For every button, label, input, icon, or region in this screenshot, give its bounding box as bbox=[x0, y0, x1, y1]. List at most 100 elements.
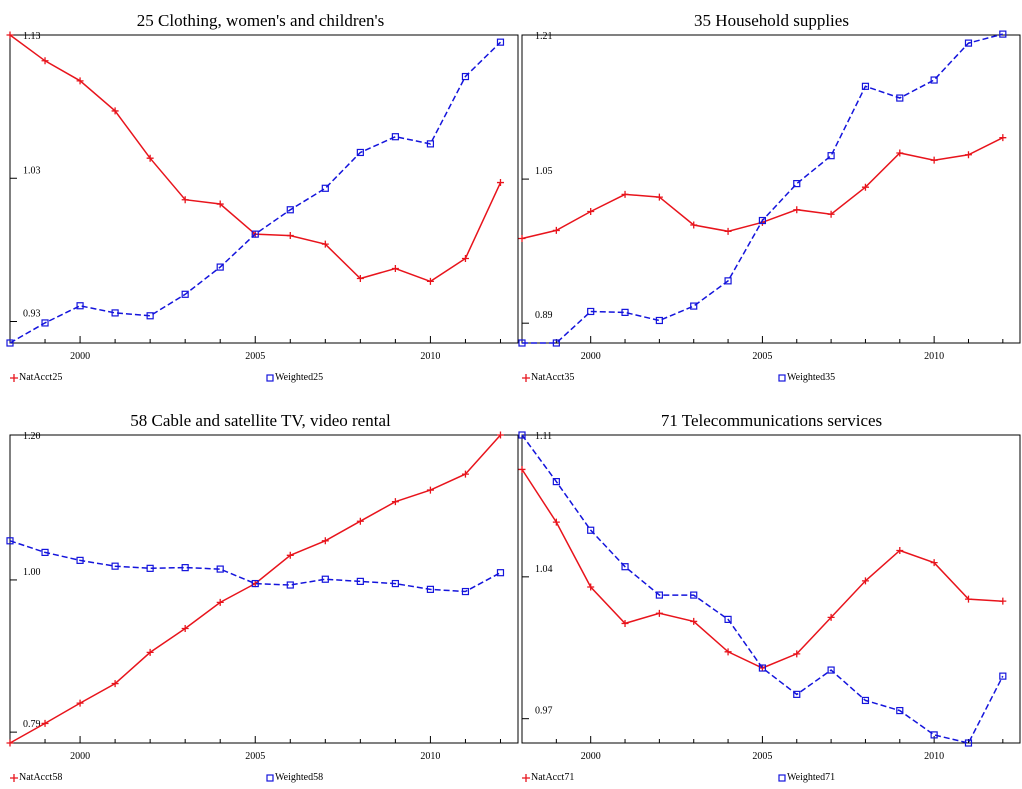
data-point bbox=[286, 232, 294, 240]
x-tick-label: 2010 bbox=[924, 351, 944, 362]
data-point bbox=[999, 672, 1007, 680]
data-point bbox=[181, 624, 189, 632]
data-point bbox=[758, 664, 766, 672]
data-point bbox=[146, 648, 154, 656]
legend-entry: Weighted58 bbox=[266, 772, 323, 783]
x-tick-label: 2000 bbox=[581, 751, 601, 762]
x-tick-label: 2010 bbox=[420, 351, 440, 362]
data-point bbox=[930, 559, 938, 567]
legend-marker bbox=[778, 374, 786, 382]
data-point bbox=[655, 193, 663, 201]
data-point bbox=[827, 210, 835, 218]
data-point bbox=[356, 517, 364, 525]
data-point bbox=[827, 666, 835, 674]
data-point bbox=[861, 82, 870, 90]
y-tick-label: 1.05 bbox=[535, 166, 553, 177]
data-point bbox=[621, 190, 629, 198]
data-point bbox=[690, 617, 698, 625]
legend-label: Weighted25 bbox=[275, 372, 323, 383]
data-point bbox=[426, 140, 435, 148]
data-point bbox=[461, 470, 469, 478]
data-point bbox=[930, 156, 938, 164]
data-point bbox=[216, 200, 224, 208]
data-point bbox=[793, 690, 801, 698]
series-Weighted58 bbox=[6, 537, 505, 596]
data-point bbox=[76, 556, 84, 564]
data-point bbox=[181, 564, 189, 572]
series-line bbox=[521, 434, 1004, 744]
data-point bbox=[964, 739, 973, 747]
data-point bbox=[111, 680, 119, 688]
chart-title: 71 Telecommunications services bbox=[661, 411, 882, 430]
legend-label: Weighted58 bbox=[275, 772, 323, 783]
data-point bbox=[896, 149, 904, 157]
data-point bbox=[41, 548, 49, 557]
data-point bbox=[426, 486, 434, 494]
data-point bbox=[251, 230, 259, 238]
data-point bbox=[724, 615, 732, 623]
data-point bbox=[793, 650, 801, 658]
data-point bbox=[518, 235, 526, 243]
data-point bbox=[111, 309, 119, 317]
data-point bbox=[896, 547, 904, 554]
data-point bbox=[930, 76, 938, 84]
series-line bbox=[521, 468, 1003, 669]
data-point bbox=[426, 277, 434, 285]
data-point bbox=[496, 179, 504, 187]
series-Weighted71 bbox=[518, 431, 1007, 747]
legend-marker bbox=[778, 774, 786, 782]
data-point bbox=[391, 579, 399, 588]
x-tick-label: 2005 bbox=[245, 351, 265, 362]
data-point bbox=[758, 216, 767, 225]
chart-title: 25 Clothing, women's and children's bbox=[137, 11, 384, 30]
data-point bbox=[146, 564, 154, 572]
legend-marker bbox=[522, 374, 530, 382]
x-tick-label: 2010 bbox=[420, 751, 440, 762]
legend-entry: Weighted25 bbox=[266, 372, 323, 383]
data-point bbox=[356, 577, 364, 585]
data-point bbox=[999, 30, 1007, 38]
x-tick-label: 2005 bbox=[245, 751, 265, 762]
data-point bbox=[216, 565, 224, 573]
legend-label: NatAcct25 bbox=[19, 372, 62, 383]
data-point bbox=[621, 308, 629, 316]
data-point bbox=[111, 562, 119, 570]
legend-label: Weighted35 bbox=[787, 372, 835, 383]
legend-entry: NatAcct35 bbox=[522, 372, 574, 383]
data-point bbox=[321, 537, 329, 545]
legend-marker bbox=[10, 774, 18, 782]
legend-label: NatAcct71 bbox=[531, 772, 574, 783]
legend-marker bbox=[10, 374, 18, 382]
data-point bbox=[758, 664, 767, 672]
series-NatAcct25 bbox=[6, 31, 504, 285]
data-point bbox=[496, 569, 505, 577]
data-point bbox=[321, 184, 329, 192]
legend-label: Weighted71 bbox=[787, 772, 835, 783]
data-point bbox=[964, 595, 972, 603]
data-point bbox=[861, 696, 870, 705]
data-point bbox=[321, 240, 329, 248]
data-point bbox=[518, 339, 526, 347]
data-point bbox=[286, 581, 294, 589]
x-tick-label: 2005 bbox=[752, 351, 772, 362]
data-point bbox=[76, 302, 84, 310]
data-point bbox=[391, 498, 399, 506]
x-tick-label: 2005 bbox=[752, 751, 772, 762]
data-point bbox=[518, 465, 526, 473]
y-tick-label: 1.03 bbox=[23, 165, 41, 176]
data-point bbox=[793, 206, 801, 214]
chart-panel-1: 25 Clothing, women's and children's 2000 2… bbox=[6, 11, 519, 383]
data-point bbox=[999, 134, 1007, 142]
data-point bbox=[690, 221, 698, 229]
x-tick-label: 2000 bbox=[70, 351, 90, 362]
data-point bbox=[861, 577, 869, 585]
x-tick-label: 2010 bbox=[924, 751, 944, 762]
data-point bbox=[964, 151, 972, 159]
data-point bbox=[621, 563, 629, 571]
data-point bbox=[724, 227, 732, 235]
chart-panel-3: 58 Cable and satellite TV, video rental 2… bbox=[6, 411, 519, 783]
data-point bbox=[552, 339, 560, 347]
data-point bbox=[655, 591, 663, 599]
legend-marker bbox=[266, 374, 274, 382]
data-point bbox=[861, 183, 869, 191]
